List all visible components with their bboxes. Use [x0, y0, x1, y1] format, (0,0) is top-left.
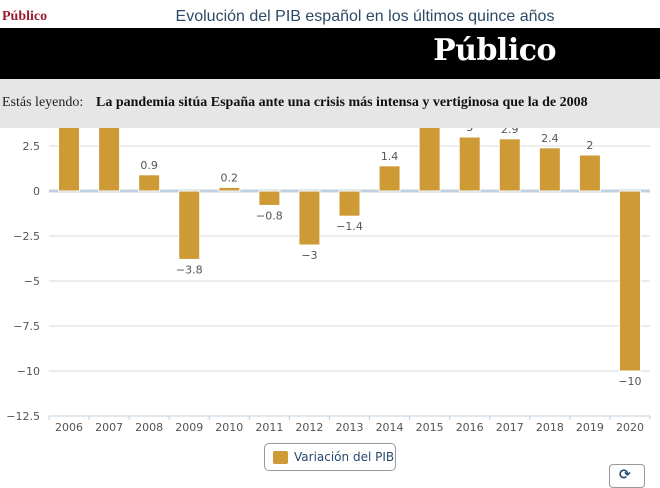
y-tick-label: −7.5: [13, 320, 40, 333]
bar: [98, 125, 121, 192]
bar: [338, 190, 361, 217]
article-title-link[interactable]: La pandemia sitúa España ante una crisis…: [96, 95, 588, 110]
y-tick-label: −5: [24, 275, 40, 288]
refresh-icon: ⟳: [619, 467, 631, 483]
x-tick-label: 2014: [376, 421, 404, 434]
legend-swatch: [273, 451, 288, 464]
reading-banner[interactable]: Estás leyendo: La pandemia sitúa España …: [0, 79, 660, 128]
reading-label: Estás leyendo:: [2, 95, 84, 110]
x-axis: 2006 2007 2008 2009 2010 2011 2012 2013 2014 2015…: [48, 415, 651, 434]
legend[interactable]: Variación del PIB: [264, 443, 396, 471]
x-tick-label: 2015: [416, 421, 444, 434]
y-tick-label: −2.5: [13, 230, 40, 243]
bar: [498, 138, 521, 192]
x-tick-label: 2019: [576, 421, 604, 434]
bar: [178, 190, 201, 260]
x-tick-label: 2010: [215, 421, 243, 434]
site-header: Público: [0, 28, 660, 79]
bar: [138, 174, 161, 192]
bar: [378, 165, 401, 192]
bars: [58, 116, 641, 372]
x-tick-label: 2007: [95, 421, 123, 434]
publico-logo[interactable]: Público: [433, 33, 556, 68]
y-tick-label: −12.5: [6, 410, 40, 423]
x-tick-label: 2009: [175, 421, 203, 434]
bar: [418, 122, 441, 192]
x-tick-label: 2018: [536, 421, 564, 434]
x-tick-label: 2008: [135, 421, 163, 434]
data-labels: 4.13.60.9−3.80.2−0.8−3−1.41.43.832.92.42…: [60, 101, 641, 388]
publico-small-logo[interactable]: Público: [2, 9, 48, 24]
bar: [218, 186, 241, 192]
data-label: −3.8: [176, 263, 203, 276]
data-label: −0.8: [256, 209, 283, 222]
x-tick-label: 2012: [295, 421, 323, 434]
data-label: 1.4: [381, 150, 399, 163]
x-tick-label: 2011: [255, 421, 283, 434]
data-label: −10: [618, 375, 641, 388]
y-tick-label: 2.5: [23, 140, 41, 153]
x-tick-label: 2013: [336, 421, 364, 434]
data-label: 0.9: [140, 159, 158, 172]
y-axis: 2.5 0 −2.5 −5 −7.5 −10 −12.5: [6, 140, 40, 423]
data-label: 2: [586, 139, 593, 152]
y-tick-label: −10: [17, 365, 40, 378]
x-tick-label: 2016: [456, 421, 484, 434]
bar: [538, 147, 561, 192]
reset-zoom-button[interactable]: ⟳: [609, 464, 645, 488]
bar: [298, 190, 321, 246]
legend-label[interactable]: Variación del PIB: [294, 450, 395, 464]
x-tick-label: 2020: [616, 421, 644, 434]
data-label: −1.4: [336, 220, 363, 233]
bar: [58, 116, 81, 192]
data-label: 0.2: [221, 171, 239, 184]
x-tick-label: 2006: [55, 421, 83, 434]
bar: [578, 154, 601, 192]
bar: [458, 136, 481, 192]
data-label: 2.4: [541, 132, 559, 145]
bar: [258, 190, 281, 206]
x-tick-label: 2017: [496, 421, 524, 434]
bar: [618, 190, 641, 372]
chart-title: Evolución del PIB español en los últimos…: [175, 8, 555, 25]
data-label: −3: [301, 249, 317, 262]
y-tick-label: 0: [33, 185, 40, 198]
